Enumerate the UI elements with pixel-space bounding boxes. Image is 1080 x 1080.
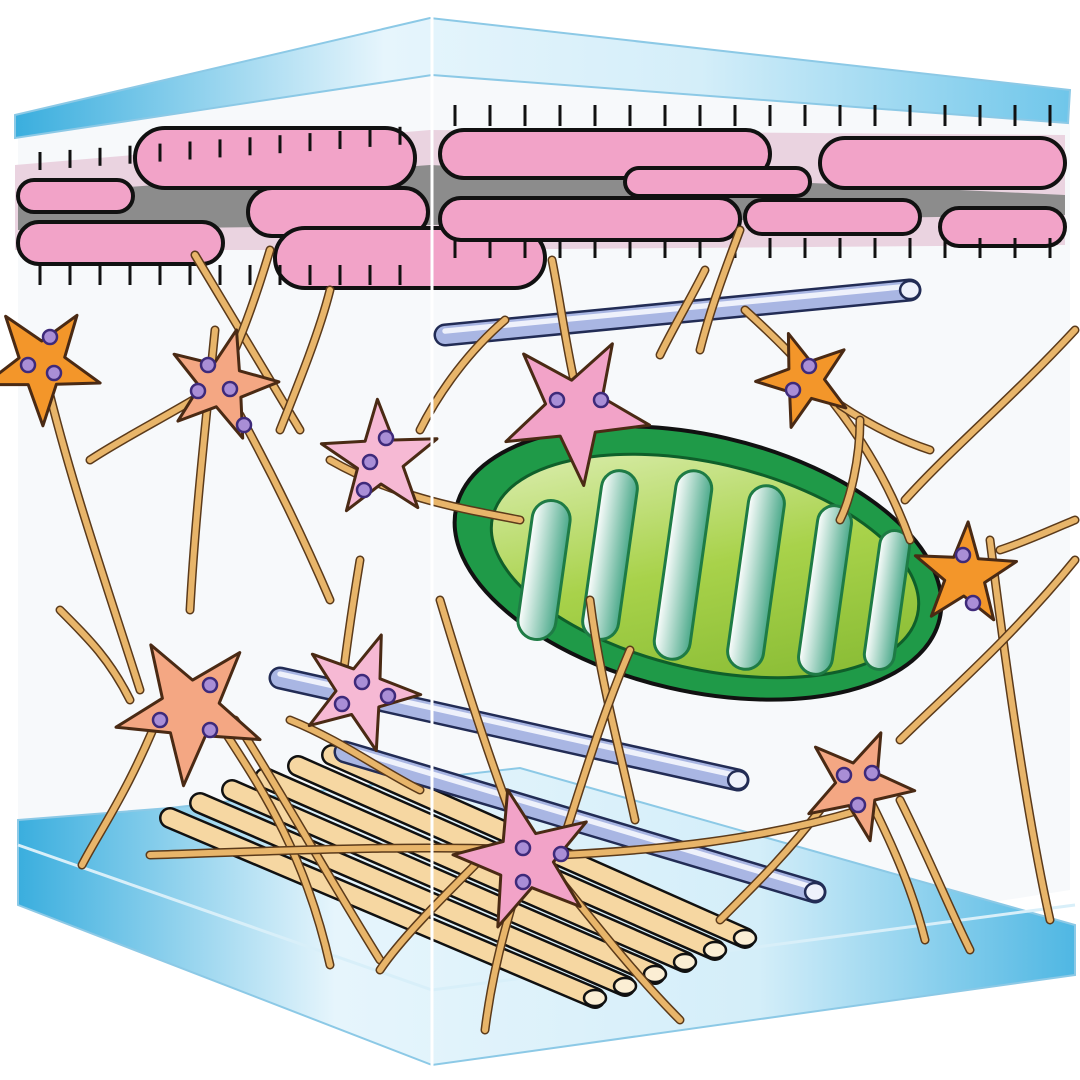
stellate-cell-pink: [307, 633, 423, 753]
stellate-cell-orange: [754, 332, 848, 429]
nucleus-granule: [199, 356, 217, 374]
front-layer: [0, 15, 1018, 1068]
stellate-cell-orange: [913, 520, 1018, 622]
nucleus-granule: [189, 382, 207, 400]
cell-process: [902, 327, 1078, 503]
nucleus-granule: [863, 764, 881, 782]
collagen-fiber-end: [672, 952, 698, 972]
nucleus-granule: [964, 594, 982, 612]
microtubule-rod-end: [726, 769, 750, 791]
microtubule-rod-end: [803, 881, 827, 903]
muscle-fiber: [818, 136, 1067, 190]
top-plate: [14, 16, 1072, 140]
cell-process: [987, 537, 1053, 923]
cell-process: [897, 557, 1078, 743]
stellate-cell-salmon: [807, 731, 917, 843]
cell-process: [42, 372, 143, 693]
mitochondrion-crista: [726, 484, 786, 671]
cell-process: [837, 402, 933, 453]
nucleus-granule: [377, 429, 395, 447]
nucleus-granule: [800, 357, 818, 375]
nucleus-granule: [201, 721, 219, 739]
nucleus-granule: [221, 380, 239, 398]
collagen-fiber-end: [702, 940, 728, 960]
cell-process: [557, 807, 863, 858]
muscle-fiber: [438, 196, 742, 242]
nucleus-granule: [954, 546, 972, 564]
collagen-fiber-end: [732, 928, 758, 948]
nucleus-granule: [849, 796, 867, 814]
cell-process: [587, 597, 638, 823]
mitochondrion-crista: [862, 529, 912, 671]
nucleus-granule: [235, 416, 253, 434]
nucleus-granule: [552, 845, 570, 863]
nucleus-granule: [548, 391, 566, 409]
cell-process: [697, 227, 743, 353]
nucleus-granule: [361, 453, 379, 471]
cell-process: [657, 267, 708, 358]
microtubule-rod-end: [898, 279, 922, 301]
collagen-fiber-end: [582, 988, 608, 1008]
collagen-fiber-end: [642, 964, 668, 984]
cell-process: [57, 607, 133, 703]
nucleus-granule: [784, 381, 802, 399]
nucleus-granule: [353, 673, 371, 691]
microtubule-rod-highlight: [442, 283, 913, 334]
nucleus-granule: [45, 364, 63, 382]
muscle-fiber: [938, 206, 1067, 248]
muscle-fiber: [16, 178, 135, 214]
cell-process: [997, 517, 1078, 553]
nucleus-granule: [333, 695, 351, 713]
cell-process: [287, 717, 423, 793]
cell-process: [837, 417, 863, 523]
microtubule-rod-highlight: [342, 745, 818, 891]
cell-process: [237, 412, 333, 603]
collagen-fiber-end: [612, 976, 638, 996]
mitochondrion-crista: [516, 498, 572, 642]
collagen-fiber: [191, 794, 634, 995]
stellate-cell-pink: [319, 397, 439, 513]
cell-process: [277, 287, 333, 433]
nucleus-granule: [592, 391, 610, 409]
nucleus-granule: [835, 766, 853, 784]
nucleus-granule: [201, 676, 219, 694]
nucleus-granule: [19, 356, 37, 374]
cell-process: [549, 257, 578, 388]
stellate-cell-pink: [504, 342, 651, 487]
cell-process: [867, 797, 928, 943]
muscle-fiber: [623, 166, 812, 198]
nucleus-granule: [41, 328, 59, 346]
muscle-fiber: [743, 198, 922, 236]
cell-process: [232, 717, 383, 963]
stellate-cell-salmon: [114, 643, 262, 788]
muscle-fiber: [133, 126, 417, 190]
nucleus-granule: [514, 873, 532, 891]
stellate-cell-pink: [451, 788, 588, 929]
mitochondrion-crista: [652, 469, 714, 661]
muscle-fiber: [16, 220, 225, 266]
nucleus-granule: [151, 711, 169, 729]
muscle-fiber: [273, 226, 547, 290]
nucleus-granule: [514, 839, 532, 857]
cell-process: [897, 797, 973, 953]
back-layer: [15, 105, 1067, 290]
cell-process: [417, 317, 508, 433]
cell-process: [377, 857, 483, 973]
mitochondrion-crista: [797, 504, 853, 676]
nucleus-granule: [355, 481, 373, 499]
collagen-fiber: [223, 781, 664, 983]
nucleus-granule: [379, 687, 397, 705]
